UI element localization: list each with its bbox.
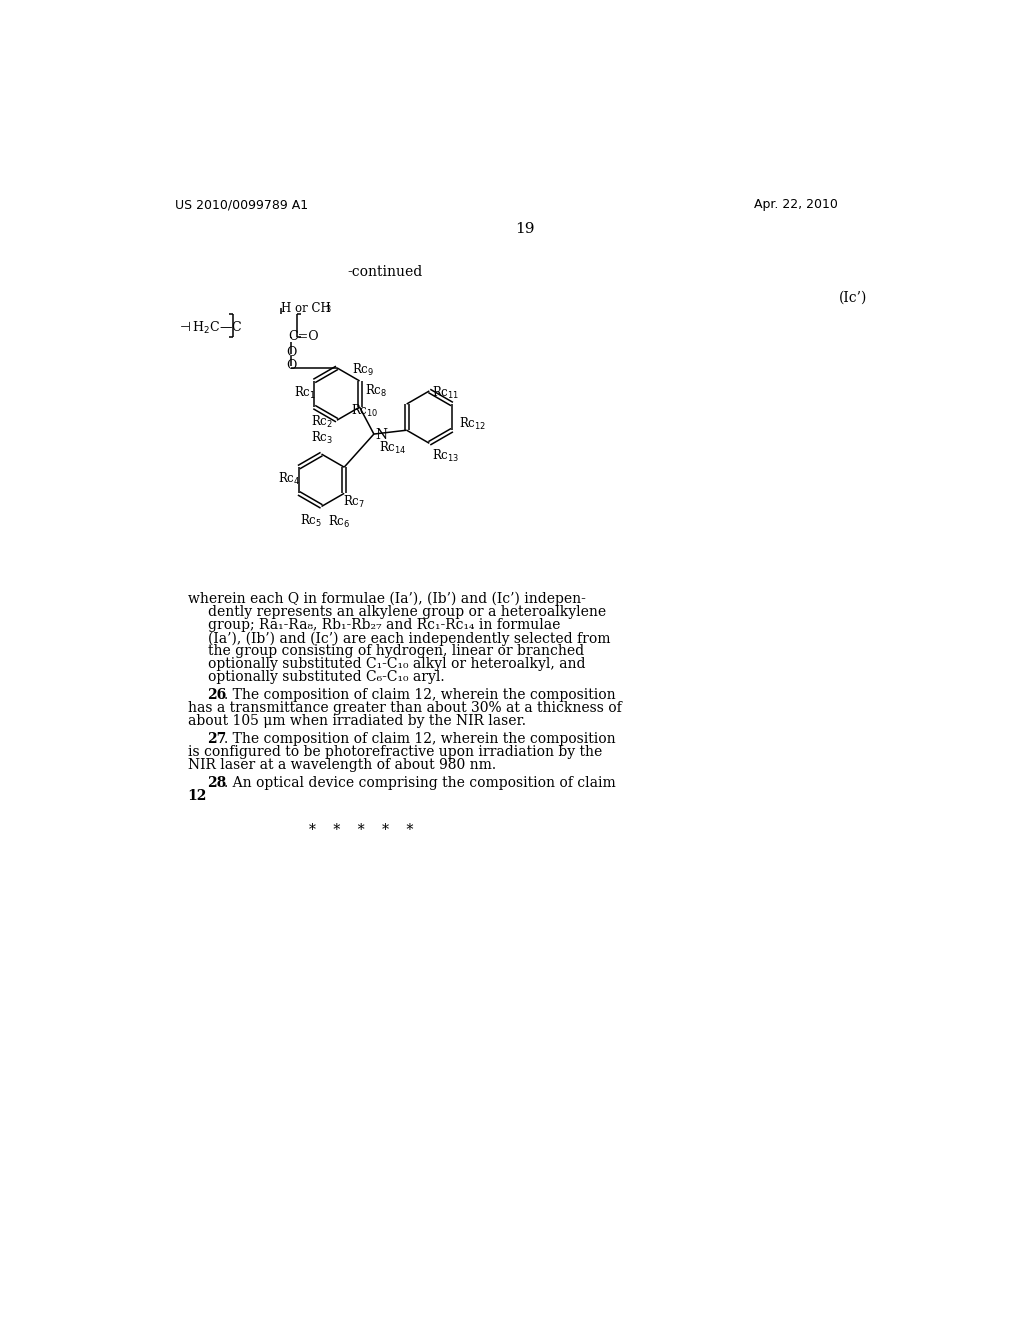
Text: N: N — [376, 428, 387, 442]
Text: optionally substituted C₁-C₁₀ alkyl or heteroalkyl, and: optionally substituted C₁-C₁₀ alkyl or h… — [208, 657, 585, 672]
Text: (Ic’): (Ic’) — [839, 290, 867, 305]
Text: 27: 27 — [208, 733, 226, 746]
Text: .: . — [202, 789, 206, 803]
Text: 12: 12 — [187, 789, 207, 803]
Text: Rc$_{11}$: Rc$_{11}$ — [432, 385, 460, 401]
Text: $_3$: $_3$ — [326, 302, 332, 315]
Text: (Ia’), (Ib’) and (Ic’) are each independently selected from: (Ia’), (Ib’) and (Ic’) are each independ… — [208, 631, 610, 645]
Text: optionally substituted C₆-C₁₀ aryl.: optionally substituted C₆-C₁₀ aryl. — [208, 671, 444, 685]
Text: . The composition of claim ​12, wherein the composition: . The composition of claim ​12, wherein … — [224, 688, 616, 702]
Text: has a transmittance greater than about 30% at a thickness of: has a transmittance greater than about 3… — [187, 701, 622, 715]
Text: Rc$_7$: Rc$_7$ — [343, 494, 366, 511]
Text: Rc$_9$: Rc$_9$ — [352, 362, 375, 378]
Text: -continued: -continued — [347, 264, 422, 279]
Text: 26: 26 — [208, 688, 226, 702]
Text: C=O: C=O — [289, 330, 319, 343]
Text: the group consisting of hydrogen, linear or branched: the group consisting of hydrogen, linear… — [208, 644, 584, 659]
Text: H or CH: H or CH — [282, 302, 331, 315]
Text: Rc$_3$: Rc$_3$ — [310, 429, 333, 446]
Text: Rc$_2$: Rc$_2$ — [310, 414, 333, 430]
Text: group; Ra₁-Ra₈, Rb₁-Rb₂₇ and Rc₁-Rc₁₄ in formulae: group; Ra₁-Ra₈, Rb₁-Rb₂₇ and Rc₁-Rc₁₄ in… — [208, 618, 560, 632]
Text: Rc$_{13}$: Rc$_{13}$ — [432, 447, 460, 465]
Text: is configured to be photorefractive upon irradiation by the: is configured to be photorefractive upon… — [187, 744, 602, 759]
Text: wherein each Q in formulae (Ia’), (Ib’) and (Ic’) indepen-: wherein each Q in formulae (Ia’), (Ib’) … — [187, 591, 586, 606]
Text: Rc$_4$: Rc$_4$ — [279, 471, 301, 487]
Text: *    *    *    *    *: * * * * * — [309, 822, 414, 837]
Text: 19: 19 — [515, 222, 535, 235]
Text: Apr. 22, 2010: Apr. 22, 2010 — [755, 198, 838, 211]
Text: dently represents an alkylene group or a heteroalkylene: dently represents an alkylene group or a… — [208, 605, 605, 619]
Text: Rc$_{10}$: Rc$_{10}$ — [351, 404, 378, 420]
Text: O: O — [286, 346, 297, 359]
Text: US 2010/0099789 A1: US 2010/0099789 A1 — [175, 198, 308, 211]
Text: . The composition of claim ​12, wherein the composition: . The composition of claim ​12, wherein … — [224, 733, 616, 746]
Text: Rc$_{14}$: Rc$_{14}$ — [379, 441, 407, 457]
Text: O: O — [286, 359, 297, 372]
Text: Rc$_1$: Rc$_1$ — [294, 385, 315, 401]
Text: Rc$_6$: Rc$_6$ — [328, 515, 350, 531]
Text: Rc$_5$: Rc$_5$ — [300, 512, 322, 529]
Text: $\dashv$H$_2$C—C: $\dashv$H$_2$C—C — [177, 321, 243, 337]
Text: . An optical device comprising the composition of claim: . An optical device comprising the compo… — [224, 776, 616, 789]
Text: NIR laser at a wavelength of about 980 nm.: NIR laser at a wavelength of about 980 n… — [187, 758, 496, 772]
Text: 28: 28 — [208, 776, 226, 789]
Text: about 105 μm when irradiated by the NIR laser.: about 105 μm when irradiated by the NIR … — [187, 714, 525, 729]
Text: Rc$_{12}$: Rc$_{12}$ — [459, 416, 485, 432]
Text: Rc$_8$: Rc$_8$ — [365, 383, 387, 400]
